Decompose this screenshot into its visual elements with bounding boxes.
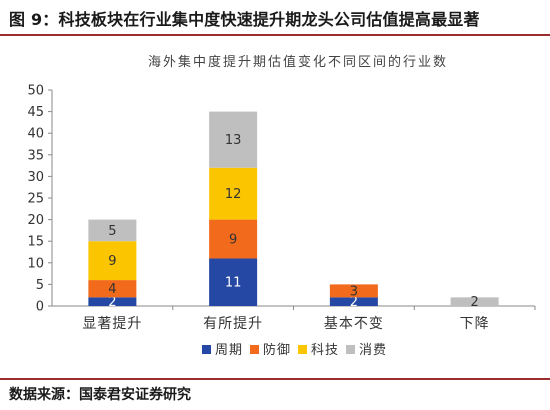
stacked-bar-chart: 海外集中度提升期估值变化不同区间的行业数 0510152025303540455… bbox=[27, 54, 536, 358]
y-tick-label: 30 bbox=[27, 170, 44, 185]
data-label: 13 bbox=[225, 133, 242, 148]
legend-label: 防御 bbox=[263, 342, 291, 358]
legend-label: 科技 bbox=[311, 343, 339, 358]
data-label: 2 bbox=[350, 295, 358, 310]
x-tick-label: 基本不变 bbox=[324, 315, 384, 332]
legend-swatch bbox=[202, 345, 211, 354]
bar-segment bbox=[88, 297, 137, 306]
source-rule bbox=[0, 378, 550, 380]
legend: 周期 防御 科技 消费 bbox=[202, 342, 387, 358]
bar-segment bbox=[88, 280, 137, 298]
figure-header: 图 9：科技板块在行业集中度快速提升期龙头公司估值提高最显著 bbox=[0, 0, 550, 36]
y-tick-label: 45 bbox=[27, 105, 44, 120]
data-label: 12 bbox=[225, 187, 242, 202]
y-tick-label: 20 bbox=[27, 213, 44, 228]
bar-segment bbox=[329, 297, 378, 306]
bar-segment bbox=[450, 297, 499, 306]
y-tick-label: 5 bbox=[36, 278, 44, 293]
data-label: 3 bbox=[350, 284, 358, 299]
data-label: 4 bbox=[108, 282, 116, 297]
y-tick-label: 40 bbox=[27, 127, 44, 142]
bar-segment bbox=[209, 111, 258, 168]
legend-label: 消费 bbox=[359, 343, 387, 358]
y-tick-label: 25 bbox=[27, 192, 44, 207]
legend-swatch bbox=[250, 345, 259, 354]
figure-title: 图 9：科技板块在行业集中度快速提升期龙头公司估值提高最显著 bbox=[9, 10, 480, 29]
y-tick-label: 50 bbox=[27, 84, 44, 99]
y-tick-label: 0 bbox=[36, 300, 44, 315]
data-label: 11 bbox=[225, 276, 242, 291]
legend-label: 周期 bbox=[215, 343, 243, 358]
bar-segment bbox=[88, 241, 137, 281]
x-tick-label: 有所提升 bbox=[203, 316, 263, 332]
data-source: 数据来源：国泰君安证券研究 bbox=[9, 387, 191, 403]
x-tick-label: 显著提升 bbox=[82, 316, 142, 332]
legend-swatch bbox=[346, 345, 355, 354]
bar-segment bbox=[209, 167, 258, 220]
chart-container: 海外集中度提升期估值变化不同区间的行业数 0 5 10 15 20 25 30 35 40 45 5… bbox=[0, 36, 550, 378]
data-label: 9 bbox=[229, 233, 237, 248]
y-tick-label: 15 bbox=[27, 235, 44, 250]
y-tick-label: 10 bbox=[27, 256, 44, 271]
data-label: 2 bbox=[108, 295, 116, 310]
legend-swatch bbox=[298, 345, 307, 354]
data-label: 9 bbox=[108, 254, 116, 269]
bar-segment bbox=[209, 219, 258, 259]
data-label: 2 bbox=[470, 295, 478, 310]
x-tick-label: 下降 bbox=[460, 316, 490, 332]
y-tick-label: 35 bbox=[27, 148, 44, 163]
chart-title: 海外集中度提升期估值变化不同区间的行业数 bbox=[148, 54, 448, 70]
bar-segment bbox=[209, 258, 258, 306]
title-rule bbox=[0, 34, 550, 36]
bar-segment bbox=[88, 219, 137, 242]
data-label: 5 bbox=[108, 224, 116, 239]
bar-segment bbox=[329, 284, 378, 298]
